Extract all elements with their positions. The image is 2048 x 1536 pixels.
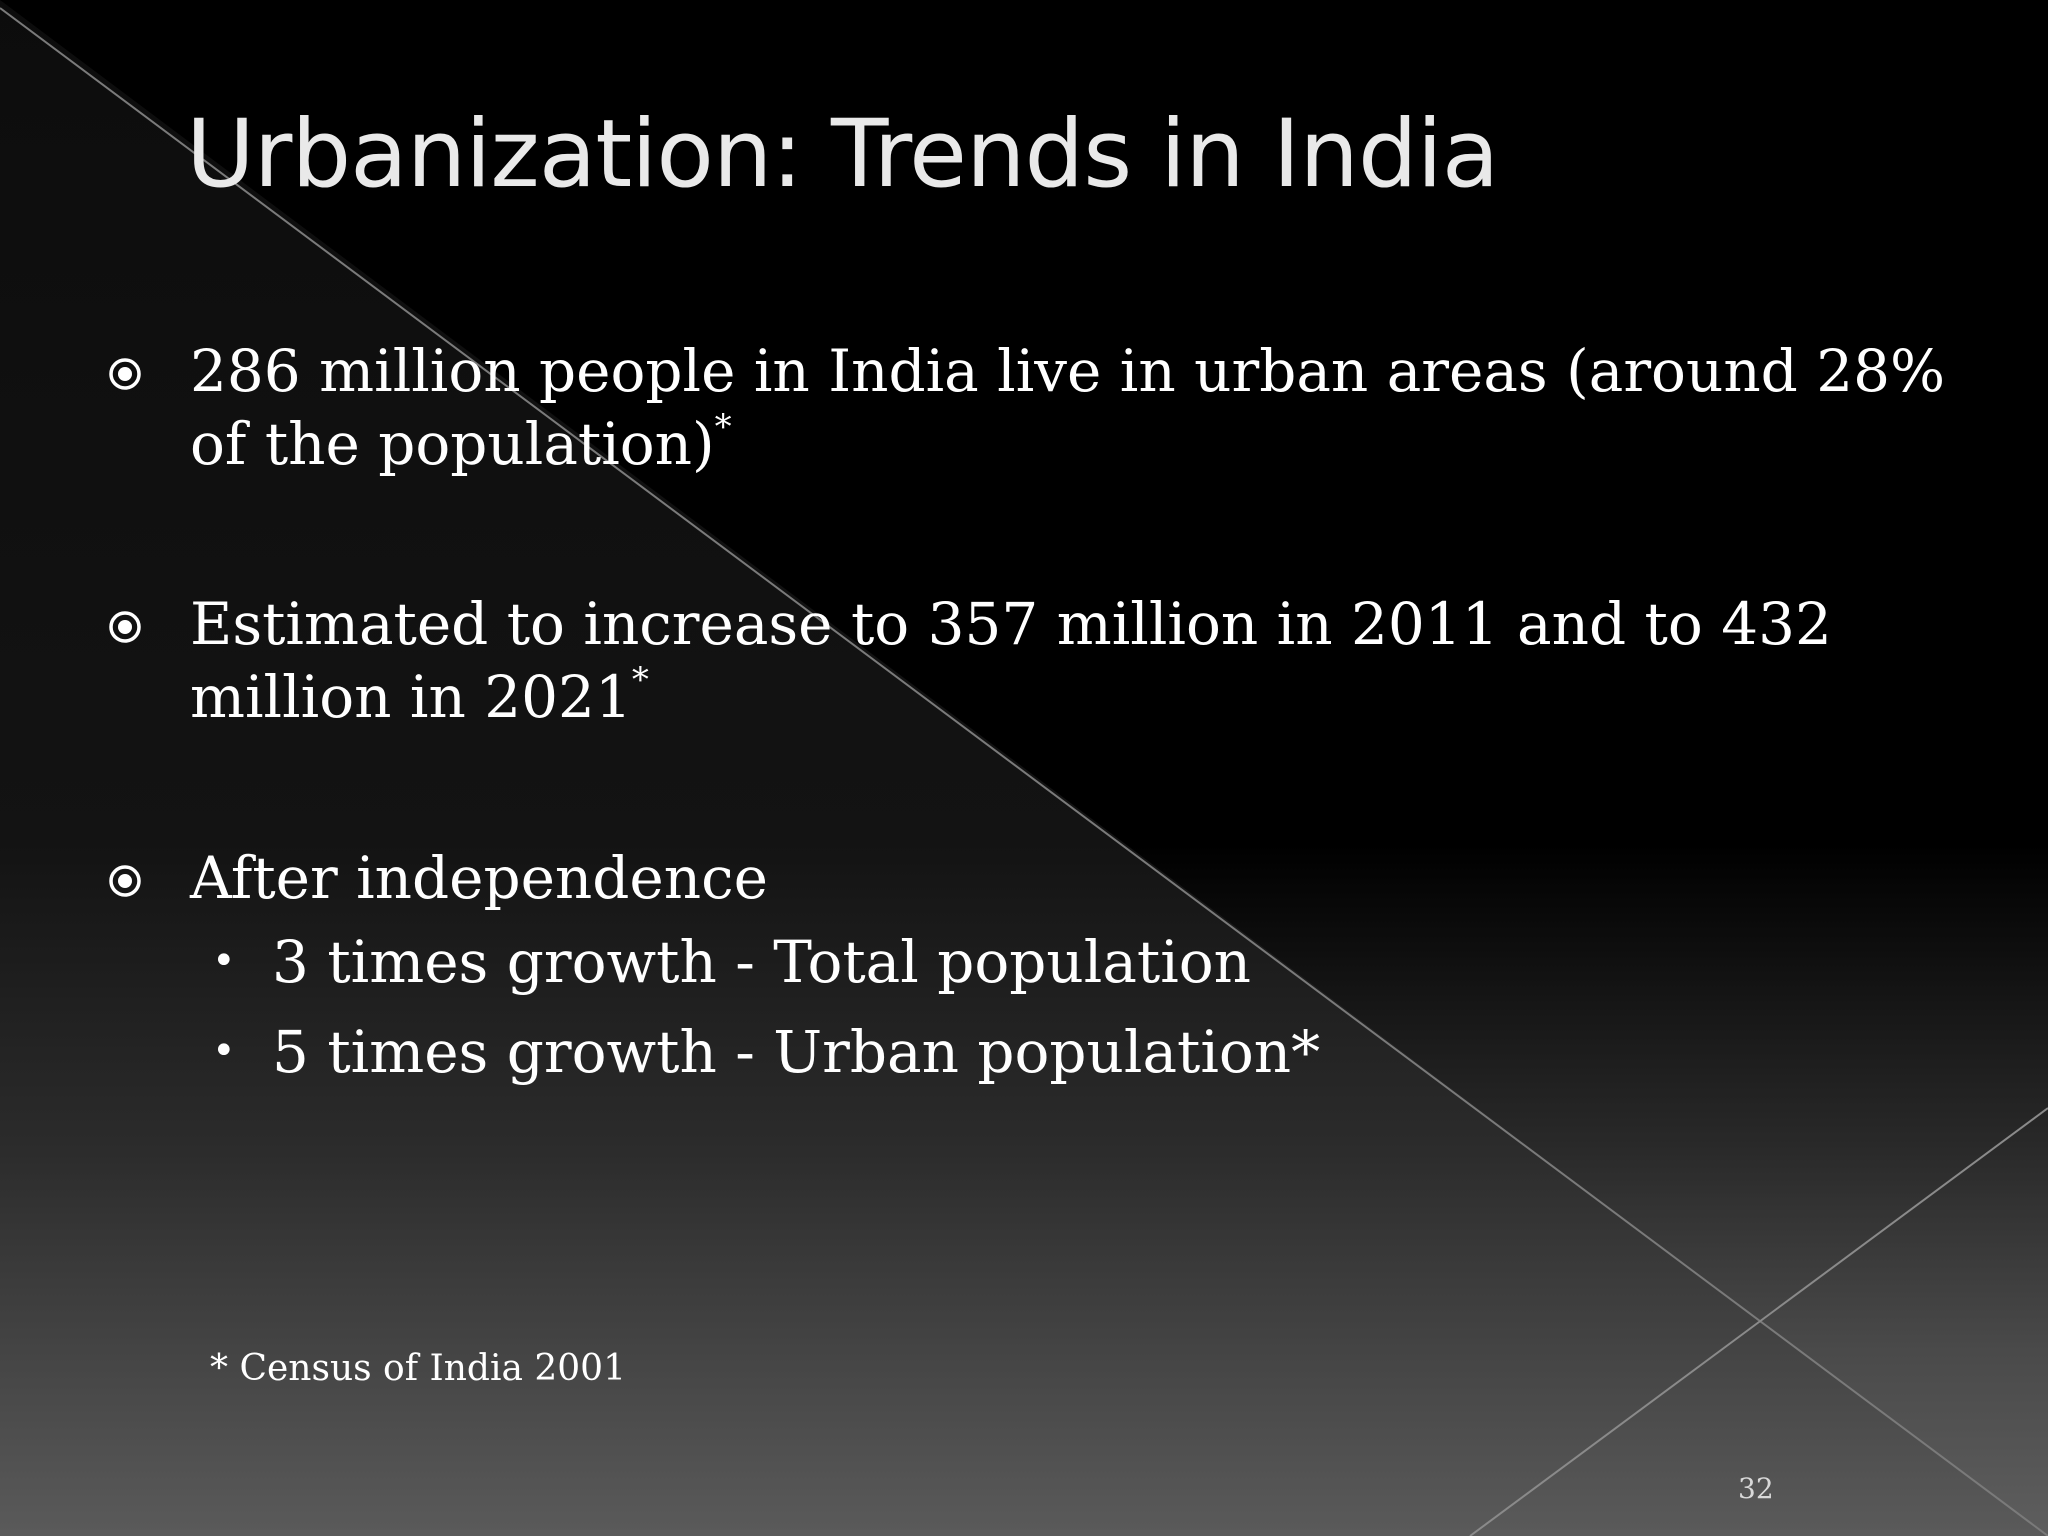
- circled-dot-icon: [109, 358, 141, 390]
- bullet-text: 286 million people in India live in urba…: [190, 337, 1946, 478]
- sub-bullet-item: • 3 times growth - Total population: [212, 928, 1251, 996]
- page-number: 32: [1738, 1472, 1774, 1505]
- footnote-marker: *: [714, 406, 732, 447]
- diagonal-line: [0, 7, 2048, 1536]
- bullet-item: After independence: [108, 842, 1988, 915]
- circled-dot-icon: [109, 611, 141, 643]
- bullet-item: 286 million people in India live in urba…: [108, 335, 1988, 481]
- bullet-item: Estimated to increase to 357 million in …: [108, 588, 1988, 734]
- bullet-dot-icon: •: [212, 937, 236, 984]
- corner-line: [1469, 1107, 2048, 1536]
- slide-title: Urbanization: Trends in India: [186, 100, 1499, 209]
- footnote: * Census of India 2001: [210, 1348, 626, 1389]
- circled-dot-icon: [109, 865, 141, 897]
- footnote-marker: *: [631, 659, 649, 700]
- sub-bullet-text: 3 times growth - Total population: [272, 928, 1252, 996]
- bullet-dot-icon: •: [212, 1027, 236, 1074]
- bullet-text: Estimated to increase to 357 million in …: [190, 590, 1832, 731]
- sub-bullet-text: 5 times growth - Urban population*: [272, 1018, 1321, 1086]
- sub-bullet-item: • 5 times growth - Urban population*: [212, 1018, 1320, 1086]
- bullet-text: After independence: [190, 844, 768, 912]
